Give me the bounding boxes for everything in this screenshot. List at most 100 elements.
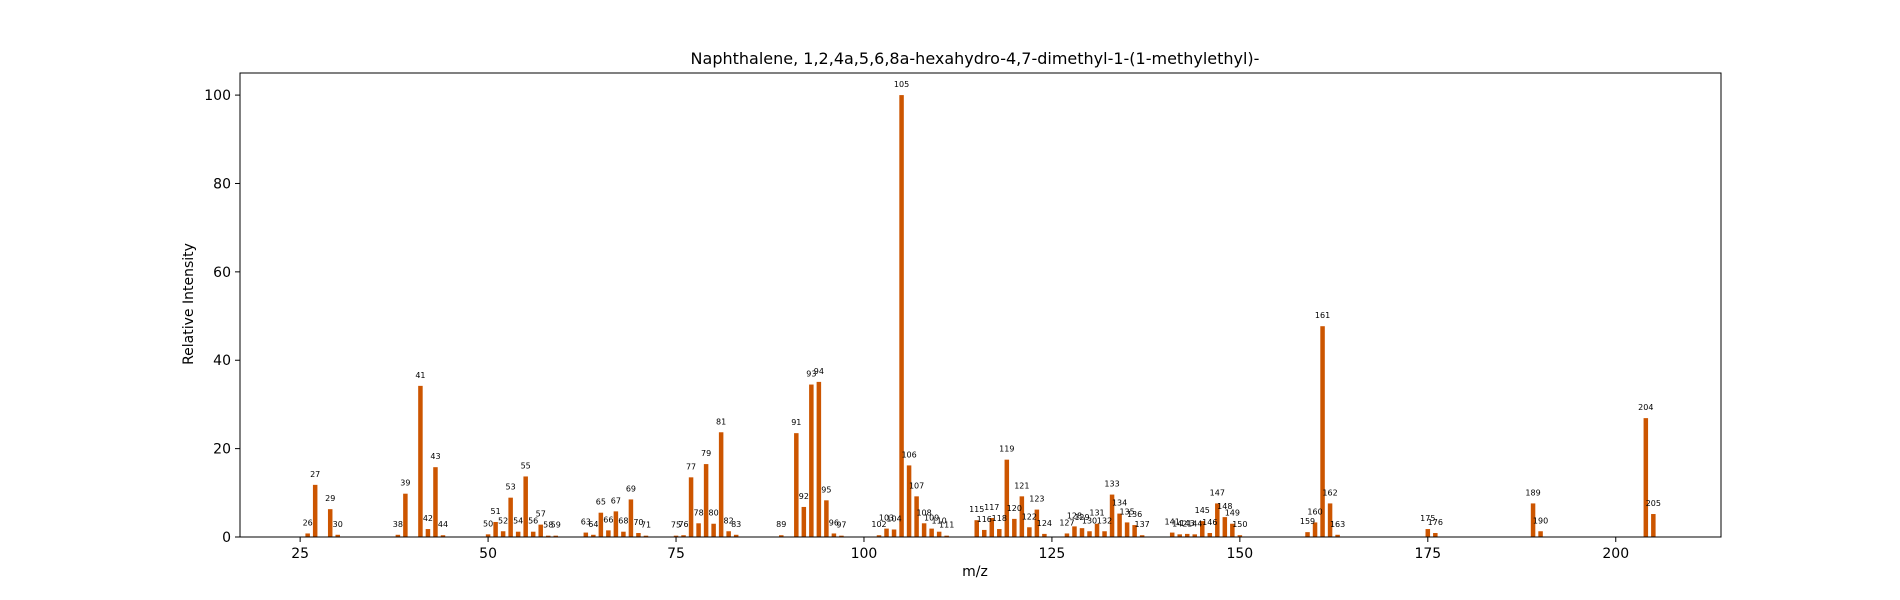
peak-bar-159 [1305,532,1310,537]
peak-label-66: 66 [603,515,613,524]
peak-bar-69 [628,499,634,537]
peak-label-142: 142 [1172,519,1187,528]
peak-label-41: 41 [415,371,425,380]
peak-bar-147 [1215,503,1220,537]
peak-bar-145 [1200,521,1205,537]
peak-bar-92 [801,506,807,537]
peak-bar-110 [936,531,942,537]
peak-bar-102 [876,535,882,537]
peak-label-176: 176 [1428,518,1443,527]
peak-bar-161 [1320,326,1325,537]
y-axis-label: Relative Intensity [181,243,197,365]
bars-layer [305,95,1656,537]
peak-label-39: 39 [400,479,410,488]
peak-bar-149 [1230,523,1235,537]
peak-bar-53 [508,497,513,537]
peak-label-65: 65 [596,498,606,507]
peak-bar-134 [1117,513,1122,537]
peak-label-132: 132 [1097,516,1112,525]
y-tick-label: 80 [213,176,231,192]
peak-label-108: 108 [916,508,931,517]
peak-bar-104 [891,529,897,537]
peak-label-92: 92 [799,492,809,501]
peak-bar-89 [779,535,784,537]
peak-bar-41 [418,385,423,537]
peak-label-50: 50 [483,519,493,528]
peak-label-59: 59 [551,521,561,530]
peak-bar-117 [989,517,995,537]
peak-bar-80 [711,523,716,537]
peak-bar-94 [816,381,822,537]
peak-bar-190 [1538,531,1543,537]
peak-bar-65 [598,512,604,537]
peak-label-52: 52 [498,516,508,525]
peak-label-96: 96 [829,518,839,527]
peak-label-91: 91 [791,418,801,427]
peak-label-117: 117 [984,503,999,512]
peak-bar-96 [831,533,837,537]
peak-bar-29 [327,509,333,537]
peak-label-104: 104 [886,514,901,523]
peak-label-30: 30 [333,520,343,529]
peak-bar-108 [921,523,927,537]
peak-label-129: 129 [1074,513,1089,522]
peak-bar-26 [305,533,310,537]
x-axis: 25 50 75 100 125 150 175 200 [291,537,1629,562]
peak-label-56: 56 [528,517,538,526]
peak-label-118: 118 [992,514,1007,523]
peak-bar-115 [974,520,979,537]
peak-bar-93 [809,384,814,537]
peak-bar-105 [899,95,904,537]
peak-label-55: 55 [521,461,531,470]
peak-bar-205 [1651,514,1656,537]
x-tick-label: 100 [851,546,878,562]
peak-label-116: 116 [977,515,992,524]
peak-bar-119 [1004,459,1010,537]
x-tick-label: 50 [479,546,497,562]
peak-label-82: 82 [724,516,734,525]
peak-label-83: 83 [731,520,741,529]
peak-bar-162 [1327,503,1333,537]
peak-label-57: 57 [536,510,546,519]
x-tick-label: 125 [1039,546,1066,562]
peak-bar-121 [1019,496,1025,537]
peak-bar-81 [718,432,724,537]
peak-bar-163 [1335,534,1340,537]
peak-label-26: 26 [303,518,313,527]
x-tick-label: 150 [1226,546,1253,562]
peak-label-150: 150 [1232,520,1247,529]
peak-bar-78 [696,523,701,537]
peak-label-134: 134 [1112,499,1127,508]
peak-bar-91 [794,433,799,537]
peak-bar-148 [1222,517,1228,537]
peak-label-136: 136 [1127,510,1142,519]
peak-bar-204 [1643,418,1649,537]
peak-label-149: 149 [1225,509,1240,518]
peak-label-77: 77 [686,462,696,471]
peak-label-68: 68 [618,517,628,526]
peak-label-111: 111 [939,521,954,530]
peak-bar-141 [1169,532,1175,537]
peak-bar-51 [493,521,498,537]
peak-label-29: 29 [325,494,335,503]
peak-bar-143 [1184,533,1190,537]
peak-label-67: 67 [611,496,621,505]
peak-bar-132 [1102,531,1107,537]
peak-bar-133 [1109,494,1115,537]
peak-label-119: 119 [999,445,1014,454]
peak-label-145: 145 [1195,506,1210,515]
peak-bar-109 [929,528,934,537]
peak-bar-63 [583,532,589,537]
peak-label-106: 106 [901,450,916,459]
peak-label-89: 89 [776,520,786,529]
peak-bar-50 [485,534,491,537]
peak-bar-59 [553,535,558,537]
peak-bar-116 [982,529,987,537]
peak-bar-137 [1139,535,1145,537]
peak-bar-27 [312,484,318,537]
peak-bar-54 [515,531,521,537]
peak-label-205: 205 [1646,499,1661,508]
peak-label-160: 160 [1307,507,1322,516]
peak-label-107: 107 [909,481,924,490]
peak-bar-64 [591,534,596,537]
